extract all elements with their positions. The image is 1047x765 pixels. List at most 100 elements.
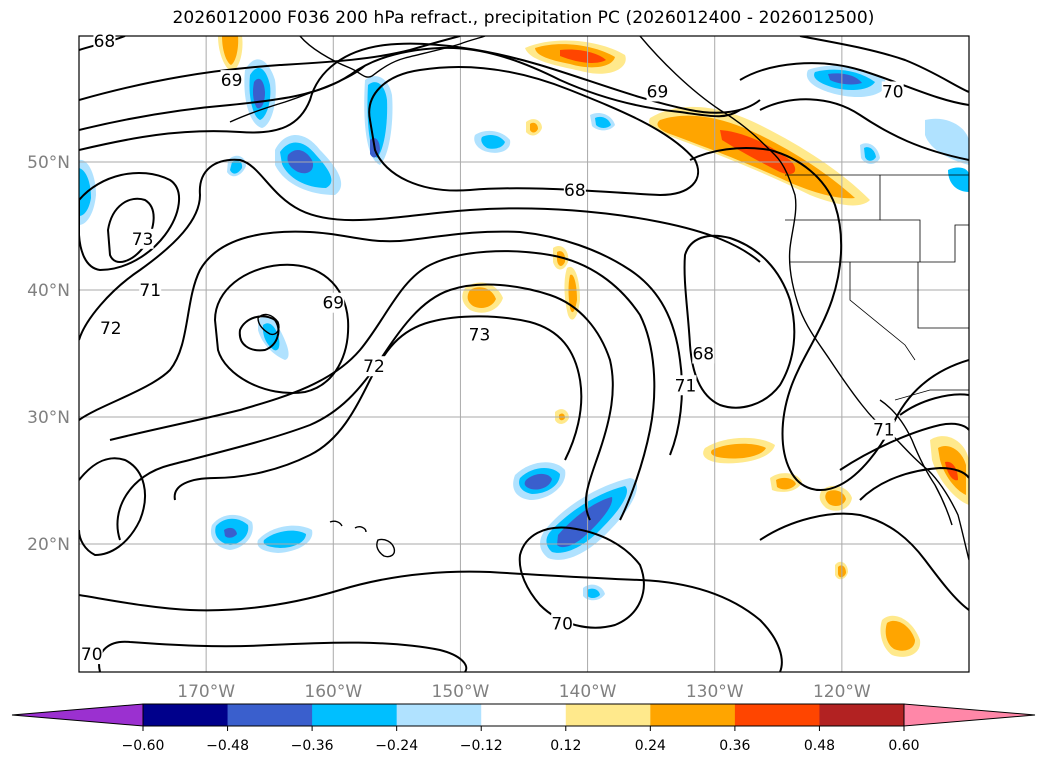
contour-label-bg	[99, 318, 122, 339]
border-states-3	[880, 219, 921, 262]
contour-line	[79, 570, 783, 672]
precip-area-orange-25n-core	[711, 443, 766, 459]
precip-area-subtropic-2-dark	[557, 497, 613, 548]
contour-line	[759, 98, 969, 161]
contour-line	[839, 422, 969, 471]
contour-line	[106, 197, 155, 264]
contour-label-bg	[139, 280, 162, 300]
contour-line	[79, 172, 181, 272]
contour-line	[116, 283, 614, 541]
contour-line	[859, 466, 969, 501]
contour-label: 69	[221, 71, 243, 91]
colorbar-tick-label: −0.48	[206, 738, 249, 754]
precip-area-subtropic-1-dark	[524, 473, 552, 490]
precip-area-alaska-panhandle-dark	[828, 73, 862, 85]
map-title: 2026012000 F036 200 hPa refract., precip…	[172, 8, 875, 28]
contour-label-bg	[551, 613, 574, 634]
border-us-mexico	[894, 389, 969, 401]
contour-label: 68	[564, 181, 586, 201]
contour-line	[799, 36, 969, 93]
lon-tick-label: 140°W	[559, 682, 617, 702]
precip-area-blue-spec-1-core	[595, 116, 611, 128]
contour-line	[759, 512, 969, 611]
contour-label: 70	[551, 614, 573, 634]
colorbar-segment	[312, 704, 398, 726]
precip-area-bc-coast-red	[720, 130, 796, 175]
colorbar-tick-label: −0.36	[291, 738, 334, 754]
precip-area-orange-mexico-red	[945, 461, 958, 481]
colorbar-tick-label: −0.12	[460, 738, 503, 754]
colorbar-segment	[143, 704, 229, 726]
contour-label-bg	[362, 356, 385, 377]
coast-baja	[879, 399, 953, 526]
colorbar-segment	[819, 704, 905, 726]
contour-label: 71	[139, 281, 161, 301]
contour-label-bg	[881, 81, 904, 102]
contour-label: 70	[81, 645, 103, 665]
contour-line	[213, 263, 350, 394]
coast-hawaii	[329, 520, 396, 558]
contour-line	[79, 158, 761, 341]
contour-line	[899, 393, 969, 416]
map-frame	[78, 35, 970, 673]
colorbar-segment	[481, 704, 567, 726]
border-states-2	[790, 224, 969, 263]
precip-area-orange-top-core	[222, 36, 239, 65]
colorbar-tick-label: −0.24	[375, 738, 418, 754]
contour-labels: 68 69 69 70 68 73 71 69 72 73 68 72 71 71 70 70	[80, 31, 904, 665]
precip-area-blue-spec-2-core	[864, 147, 876, 161]
contour-line	[79, 42, 761, 151]
contour-label: 71	[675, 376, 697, 396]
contour-label: 69	[322, 294, 344, 314]
precip-area-canada-east	[925, 118, 969, 165]
coast-island-1	[257, 313, 280, 336]
contour-label-bg	[131, 228, 154, 249]
coast-aleutians	[229, 65, 366, 123]
contour-label-bg	[646, 81, 669, 102]
colorbar-tick-label: 0.36	[719, 738, 750, 754]
precip-area-orange-22n-core	[825, 490, 846, 507]
contour-label: 73	[132, 230, 154, 250]
contour-label-bg	[468, 324, 491, 345]
contour-label-bg	[692, 343, 715, 364]
contour-line	[683, 234, 796, 409]
political-borders	[785, 174, 969, 401]
precip-area-orange-24n-core	[776, 477, 796, 490]
lat-tick-label: 40°N	[27, 281, 70, 301]
lon-tick-label: 130°W	[686, 682, 744, 702]
coast-alaska	[299, 36, 486, 78]
precip-area-orange-14n-core	[885, 620, 915, 651]
colorbar-tick-label: 0.12	[550, 738, 581, 754]
contour-line	[109, 250, 656, 521]
contour-line	[739, 62, 969, 106]
contour-label: 70	[882, 82, 904, 102]
precip-area-orange-streak-core	[568, 274, 577, 313]
colorbar-tick-label: 0.48	[804, 738, 835, 754]
contour-label-bg	[872, 419, 895, 440]
contour-line	[368, 65, 700, 197]
colorbar-tick-label: −0.60	[122, 738, 165, 754]
contour-label: 73	[469, 325, 491, 345]
precipitation-shading	[79, 36, 969, 657]
lon-tick-label: 170°W	[177, 682, 235, 702]
precip-area-west-island-core	[230, 160, 243, 174]
precip-area-orange-40n-core	[467, 287, 496, 308]
lon-tick-label: 150°W	[432, 682, 490, 702]
contour-line	[98, 640, 468, 672]
precip-area-west-edge-core	[79, 168, 91, 216]
precip-area-subtropic-5-core	[587, 588, 600, 598]
colorbar-segment	[565, 704, 651, 726]
map-frame-bg	[79, 36, 969, 672]
border-ca-nv	[849, 262, 916, 361]
colorbar: −0.60 −0.48 −0.36 −0.24 −0.12 0.12 0.24 0.36 0.4…	[11, 703, 1036, 754]
contour-line	[79, 230, 683, 456]
lat-tick-label: 50°N	[27, 153, 70, 173]
coast-pacific-nw	[639, 36, 969, 561]
latitude-labels: 50°N 40°N 30°N 20°N	[27, 153, 70, 555]
contour-label-bg	[220, 70, 243, 91]
colorbar-segment	[227, 704, 313, 726]
contour-label: 71	[873, 421, 895, 441]
contour-line	[173, 315, 583, 501]
refractivity-contours	[79, 36, 969, 672]
